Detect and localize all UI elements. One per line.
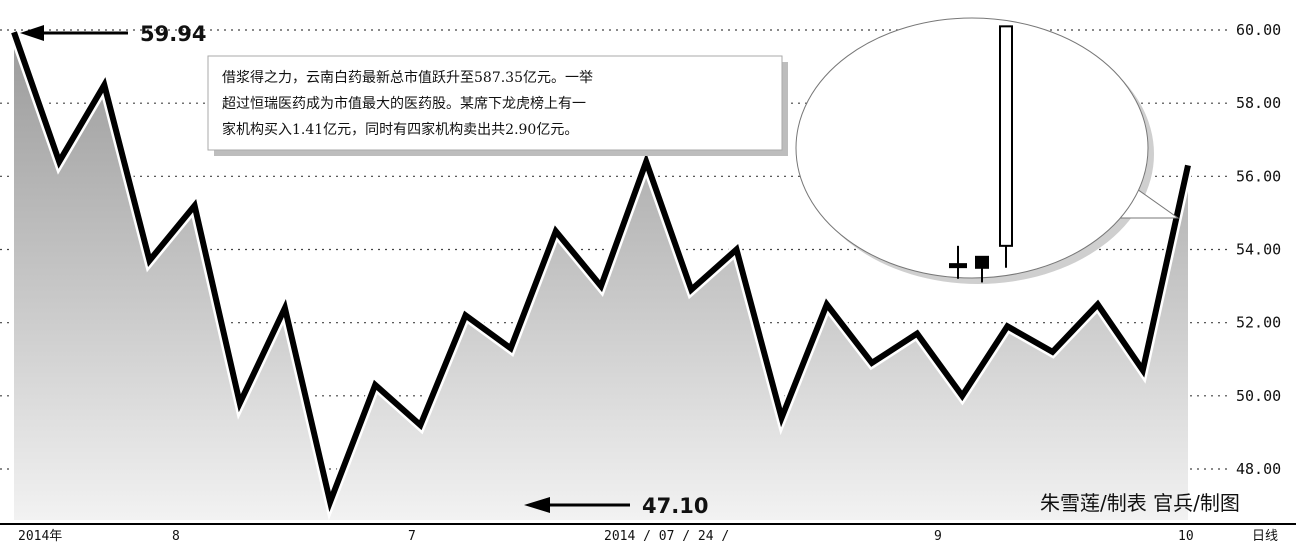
x-tick-label: 9	[934, 529, 942, 544]
y-tick-label: 56.00	[1236, 167, 1281, 185]
x-tick-label: 2014年	[18, 529, 62, 544]
note-line: 家机构买入1.41亿元，同时有四家机构卖出共2.90亿元。	[222, 121, 578, 138]
candle-body	[975, 255, 989, 269]
max-arrow-head	[20, 25, 44, 41]
credits: 朱雪莲/制表 官兵/制图	[1040, 491, 1240, 515]
note-box	[207, 55, 783, 151]
note-line: 借浆得之力，云南白药最新总市值跃升至587.35亿元。一举	[222, 69, 593, 86]
y-tick-label: 60.00	[1236, 21, 1281, 39]
y-tick-label: 52.00	[1236, 314, 1281, 332]
x-tick-label: 7	[408, 529, 416, 544]
x-tick-label: 8	[172, 529, 180, 544]
max-callout: 59.94	[20, 22, 206, 46]
price-area	[14, 32, 1188, 520]
candle-body	[999, 25, 1013, 247]
price-line	[11, 31, 1191, 513]
y-tick-label: 48.00	[1236, 460, 1281, 478]
max-value-label: 59.94	[140, 22, 206, 46]
news-note: 借浆得之力，云南白药最新总市值跃升至587.35亿元。一举 超过恒瑞医药成为市值…	[207, 55, 788, 156]
min-value-label: 47.10	[642, 494, 708, 518]
note-line: 超过恒瑞医药成为市值最大的医药股。某席下龙虎榜上有一	[222, 95, 586, 112]
x-tick-label: 10	[1178, 529, 1194, 544]
y-axis-ticks: 48.00 50.00 52.00 54.00 56.00 58.00 60.00	[1236, 21, 1281, 478]
x-tick-label: 2014 / 07 / 24 /	[604, 529, 729, 544]
inset-bubble	[795, 17, 1149, 279]
x-tick-label: 日线	[1252, 529, 1278, 544]
min-arrow-head	[524, 497, 550, 513]
y-tick-label: 58.00	[1236, 94, 1281, 112]
inset-candles	[949, 25, 1013, 283]
y-tick-label: 54.00	[1236, 241, 1281, 259]
candle-body	[949, 263, 967, 269]
candlestick-inset	[795, 17, 1180, 284]
y-tick-label: 50.00	[1236, 387, 1281, 405]
min-callout: 47.10	[524, 494, 708, 518]
x-axis-ticks: 2014年 8 7 2014 / 07 / 24 / 9 10 日线	[18, 529, 1278, 544]
